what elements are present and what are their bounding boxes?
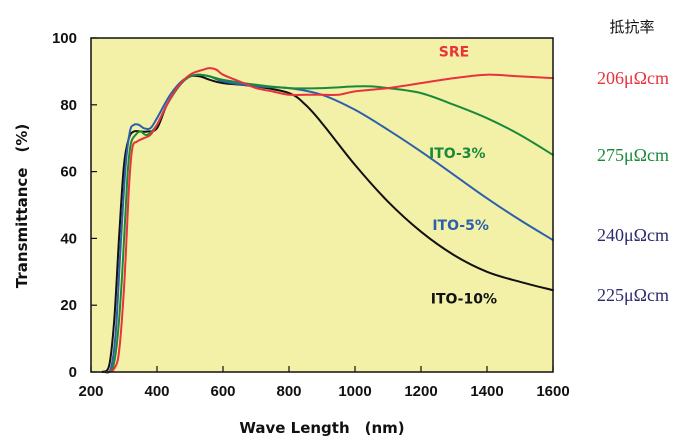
plot-area bbox=[91, 38, 553, 372]
resistivity-ito-10-: 225μΩcm bbox=[597, 285, 669, 305]
series-line-ito-10- bbox=[101, 74, 554, 373]
x-tick-label: 1000 bbox=[338, 383, 371, 400]
series-lines bbox=[101, 67, 554, 374]
x-axis-label: Wave Length (nm) bbox=[239, 419, 404, 437]
plot-frame bbox=[90, 37, 554, 373]
y-axis-label: Transmittance (%) bbox=[13, 124, 31, 288]
series-label-sre: SRE bbox=[439, 44, 469, 60]
resistivity-sre: 206μΩcm bbox=[597, 68, 669, 88]
axis-ticks: 200 400 600 800 1000 1200 1400 1600 0 20 40 60 80 100 bbox=[52, 30, 570, 400]
series-labels: SRE ITO-3% ITO-5% ITO-10% bbox=[429, 44, 497, 307]
x-tick-label: 200 bbox=[78, 383, 103, 400]
series-label-ito-5-: ITO-5% bbox=[432, 218, 489, 234]
resistivity-ito-3-: 275μΩcm bbox=[597, 145, 669, 165]
x-tick-label: 400 bbox=[144, 383, 169, 400]
y-tick-label: 80 bbox=[60, 97, 77, 114]
resistivity-header: 抵抗率 bbox=[609, 18, 654, 36]
series-line-ito-3- bbox=[104, 73, 554, 374]
resistivity-labels: 206μΩcm 275μΩcm 240μΩcm 225μΩcm bbox=[597, 68, 669, 305]
x-tick-label: 600 bbox=[210, 383, 235, 400]
y-tick-label: 20 bbox=[60, 297, 77, 314]
series-label-ito-3-: ITO-3% bbox=[429, 146, 486, 162]
y-tick-label: 0 bbox=[69, 364, 77, 381]
x-tick-label: 1200 bbox=[404, 383, 437, 400]
y-tick-label: 40 bbox=[60, 230, 77, 247]
y-tick-label: 100 bbox=[52, 30, 77, 47]
series-line-sre bbox=[106, 67, 554, 373]
series-label-ito-10-: ITO-10% bbox=[431, 292, 497, 308]
x-tick-label: 800 bbox=[276, 383, 301, 400]
y-tick-label: 60 bbox=[60, 164, 77, 181]
resistivity-ito-5-: 240μΩcm bbox=[597, 225, 669, 245]
x-tick-label: 1400 bbox=[470, 383, 503, 400]
x-tick-label: 1600 bbox=[536, 383, 569, 400]
